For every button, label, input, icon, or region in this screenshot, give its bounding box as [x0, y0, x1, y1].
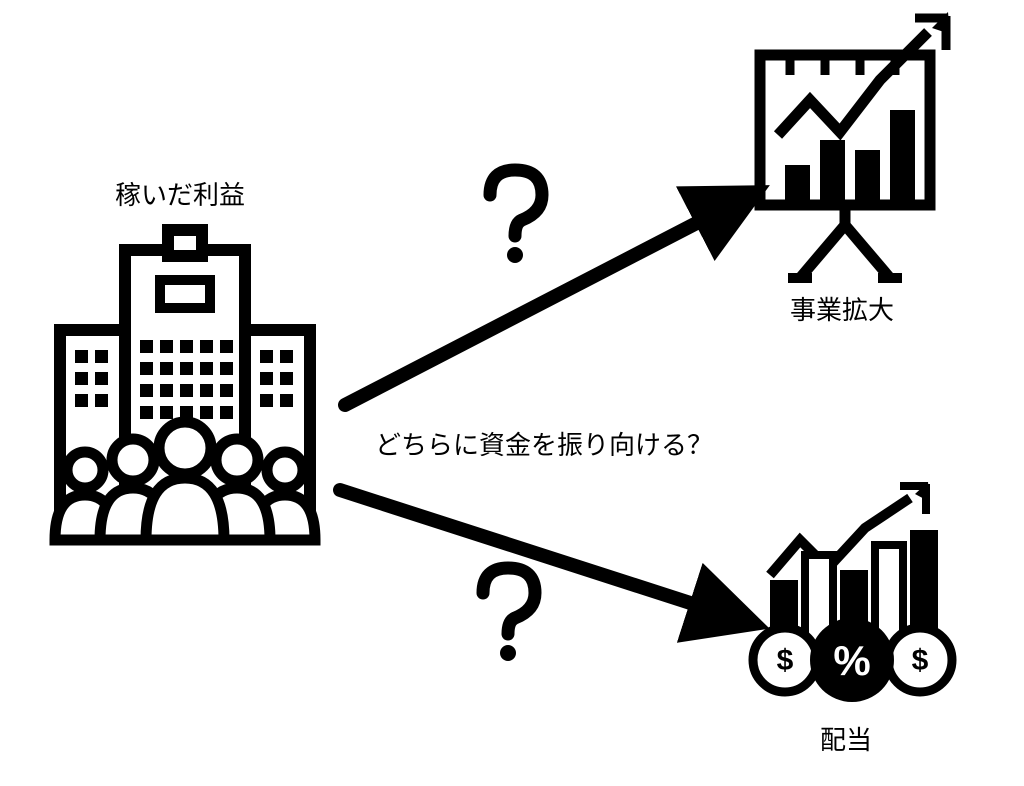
svg-text:$: $	[912, 644, 929, 677]
arrow-top	[345, 198, 745, 405]
top-target-label: 事業拡大	[790, 290, 894, 327]
question-mark-top-icon	[490, 170, 542, 263]
svg-text:$: $	[777, 644, 794, 677]
presentation-growth-icon	[760, 12, 950, 278]
dividends-icon: $ $ %	[753, 482, 952, 702]
svg-text:%: %	[833, 637, 870, 684]
source-label: 稼いだ利益	[115, 175, 245, 212]
bottom-target-label: 配当	[820, 720, 872, 757]
company-people-icon	[55, 230, 315, 540]
center-question-label: どちらに資金を振り向ける？	[375, 425, 713, 462]
arrow-bottom	[340, 490, 743, 620]
question-mark-bottom-icon	[483, 568, 535, 661]
diagram-canvas: $ $ %	[0, 0, 1024, 786]
